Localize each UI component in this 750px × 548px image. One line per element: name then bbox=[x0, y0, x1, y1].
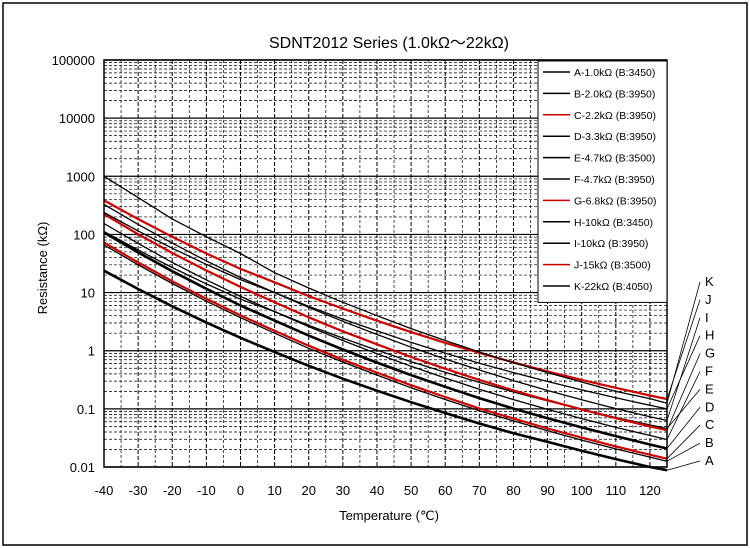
series-line bbox=[103, 199, 668, 401]
end-label: D bbox=[705, 399, 714, 414]
end-label: C bbox=[705, 417, 714, 432]
series-line bbox=[103, 222, 668, 441]
end-leader bbox=[666, 371, 701, 440]
legend-label: G-6.8kΩ (B:3950) bbox=[574, 195, 657, 207]
end-label: K bbox=[705, 274, 714, 289]
y-tick-label: 1 bbox=[88, 344, 95, 359]
end-leader bbox=[666, 335, 701, 410]
series-line bbox=[103, 175, 668, 404]
legend-label: F-4.7kΩ (B:3950) bbox=[574, 174, 655, 186]
x-tick-label: 110 bbox=[605, 483, 626, 498]
x-tick-label: 90 bbox=[540, 483, 554, 498]
end-label: F bbox=[705, 364, 713, 379]
end-leader bbox=[666, 442, 701, 462]
series-line bbox=[103, 231, 668, 450]
end-label: G bbox=[705, 346, 715, 361]
end-label: E bbox=[705, 381, 714, 396]
x-tick-label: -40 bbox=[95, 483, 114, 498]
end-leader bbox=[666, 407, 701, 449]
x-tick-label: 10 bbox=[267, 483, 281, 498]
y-tick-label: 0.01 bbox=[70, 460, 95, 475]
x-tick-label: 60 bbox=[438, 483, 452, 498]
y-tick-label: 100 bbox=[73, 227, 95, 242]
chart-title: SDNT2012 Series (1.0kΩ～22kΩ) bbox=[269, 35, 509, 52]
series-line bbox=[103, 203, 668, 422]
x-tick-label: 0 bbox=[237, 483, 244, 498]
x-tick-label: 50 bbox=[404, 483, 418, 498]
x-tick-labels: -40 -30 -20 -10 0 10 20 30 40 50 60 70 80 90 100 110 120 bbox=[95, 483, 661, 498]
legend-label: C-2.2kΩ (B:3950) bbox=[574, 110, 656, 122]
legend: A-1.0kΩ (B:3450) B-2.0kΩ (B:3950) C-2.2kΩ … bbox=[537, 60, 668, 303]
end-label: H bbox=[705, 328, 714, 343]
legend-label: B-2.0kΩ (B:3950) bbox=[574, 88, 655, 100]
end-label: I bbox=[705, 310, 709, 325]
legend-box bbox=[537, 60, 668, 303]
series-lines bbox=[103, 175, 668, 472]
series-line bbox=[103, 211, 668, 410]
legend-label: A-1.0kΩ (B:3450) bbox=[574, 67, 655, 79]
end-leader bbox=[666, 389, 701, 429]
legend-label: H-10kΩ (B:3450) bbox=[574, 217, 653, 229]
x-tick-label: -20 bbox=[163, 483, 182, 498]
x-tick-label: 20 bbox=[301, 483, 315, 498]
end-leader bbox=[666, 424, 701, 459]
y-tick-label: 10000 bbox=[59, 111, 95, 126]
y-tick-labels: 0.01 0.1 1 10 100 1000 10000 100000 bbox=[52, 53, 95, 475]
y-tick-label: 10 bbox=[81, 286, 95, 301]
x-tick-label: 70 bbox=[472, 483, 486, 498]
x-tick-label: -10 bbox=[197, 483, 216, 498]
series-line bbox=[103, 241, 668, 460]
x-tick-label: 100 bbox=[571, 483, 593, 498]
x-tick-label: 30 bbox=[336, 483, 350, 498]
end-label: J bbox=[705, 292, 712, 307]
series-line bbox=[103, 244, 668, 462]
legend-label: D-3.3kΩ (B:3950) bbox=[574, 131, 656, 143]
end-label: A bbox=[705, 453, 714, 468]
y-tick-label: 0.1 bbox=[77, 402, 95, 417]
end-leader bbox=[666, 317, 701, 421]
x-axis-label: Temperature (℃) bbox=[339, 508, 439, 523]
series-line bbox=[103, 269, 668, 472]
end-leader bbox=[666, 353, 701, 431]
y-axis-label: Resistance (kΩ) bbox=[35, 222, 50, 315]
legend-label: K-22kΩ (B:4050) bbox=[574, 281, 652, 293]
x-tick-label: 40 bbox=[370, 483, 384, 498]
end-leader bbox=[666, 460, 701, 471]
series-line bbox=[103, 213, 668, 432]
legend-label: J-15kΩ (B:3500) bbox=[574, 260, 651, 272]
legend-label: I-10kΩ (B:3950) bbox=[574, 238, 648, 250]
end-label: B bbox=[705, 435, 714, 450]
y-tick-label: 1000 bbox=[66, 169, 95, 184]
x-tick-label: -30 bbox=[129, 483, 148, 498]
y-tick-label: 100000 bbox=[52, 53, 95, 68]
x-tick-label: 80 bbox=[506, 483, 520, 498]
x-tick-label: 120 bbox=[639, 483, 661, 498]
end-leader bbox=[666, 281, 701, 404]
legend-label: E-4.7kΩ (B:3500) bbox=[574, 153, 655, 165]
